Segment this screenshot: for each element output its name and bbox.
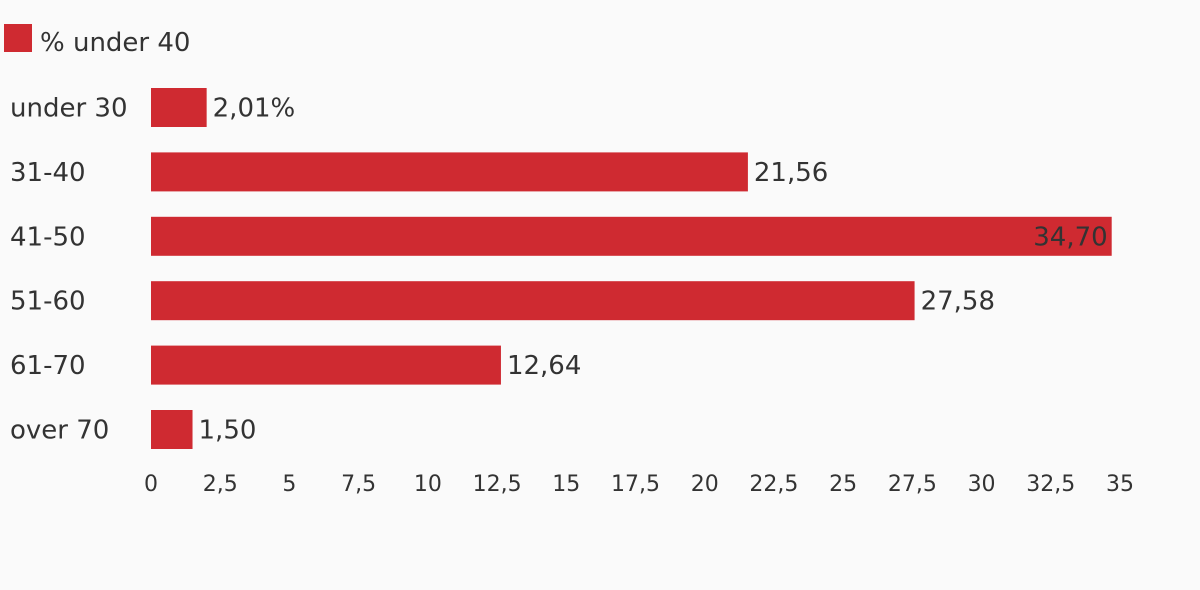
- x-axis-tick-labels: 0 2,5 5 7,5 10 12,5 15 17,5 20 22,5 25 27,5 30 32,5 35: [144, 472, 1134, 497]
- x-tick-label: 35: [1106, 472, 1134, 497]
- data-labels: 2,01% 21,56 34,70 27,58 12,64 1,50: [199, 94, 1108, 446]
- category-label: 41-50: [10, 222, 86, 252]
- category-label: 51-60: [10, 287, 86, 317]
- category-labels: under 30 31-40 41-50 51-60 61-70 over 70: [10, 94, 128, 446]
- x-tick-label: 12,5: [473, 472, 522, 497]
- category-label: under 30: [10, 94, 128, 124]
- x-tick-label: 32,5: [1026, 472, 1075, 497]
- x-tick-label: 30: [968, 472, 996, 497]
- legend-label: % under 40: [40, 28, 190, 58]
- x-tick-label: 25: [829, 472, 857, 497]
- bar: [151, 88, 207, 127]
- data-label: 2,01%: [213, 94, 296, 124]
- x-tick-label: 10: [414, 472, 442, 497]
- data-label: 12,64: [507, 351, 581, 381]
- bars: [151, 88, 1112, 449]
- bar: [151, 152, 748, 192]
- x-tick-label: 7,5: [341, 472, 376, 497]
- legend: % under 40: [4, 24, 190, 58]
- x-tick-label: 17,5: [611, 472, 660, 497]
- category-label: 61-70: [10, 351, 86, 381]
- data-label: 1,50: [199, 416, 257, 446]
- bar: [151, 216, 1112, 256]
- x-tick-label: 15: [552, 472, 580, 497]
- bar: [151, 345, 501, 385]
- x-tick-label: 20: [691, 472, 719, 497]
- bar: [151, 410, 193, 449]
- category-label: over 70: [10, 416, 109, 446]
- x-tick-label: 0: [144, 472, 158, 497]
- data-label: 34,70: [1033, 222, 1107, 252]
- data-label: 27,58: [921, 287, 995, 317]
- category-label: 31-40: [10, 158, 86, 188]
- bar: [151, 281, 915, 321]
- x-tick-label: 22,5: [749, 472, 798, 497]
- data-label: 21,56: [754, 158, 828, 188]
- legend-swatch-icon: [4, 24, 32, 52]
- x-tick-label: 5: [282, 472, 296, 497]
- x-tick-label: 27,5: [888, 472, 937, 497]
- x-tick-label: 2,5: [203, 472, 238, 497]
